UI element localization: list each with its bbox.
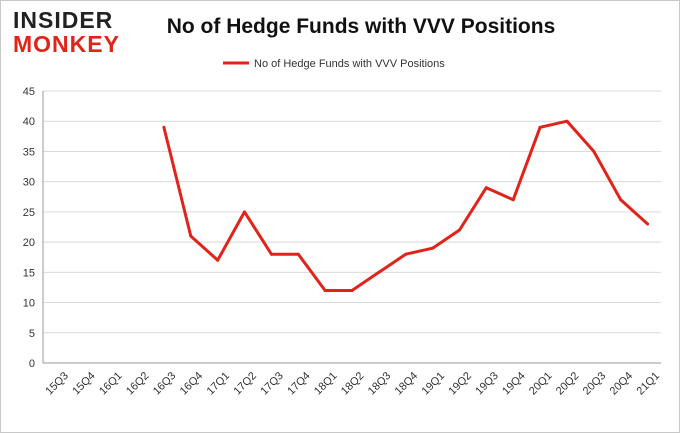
x-tick-label: 18Q3	[366, 370, 394, 398]
axes	[42, 91, 661, 364]
data-point	[323, 288, 327, 292]
y-axis-ticks: 0 5 10 15 20 25 30 35 40 45	[23, 86, 35, 370]
data-point	[216, 258, 220, 262]
data-point	[296, 252, 300, 256]
x-tick-label: 16Q2	[124, 370, 152, 398]
legend: No of Hedge Funds with VVV Positions	[223, 58, 445, 70]
logo-line-2: MONKEY	[13, 31, 120, 57]
y-tick-label: 40	[23, 116, 35, 128]
data-point	[162, 125, 166, 129]
y-tick-label: 15	[23, 267, 35, 279]
y-tick-label: 25	[23, 207, 35, 219]
data-point	[350, 288, 354, 292]
x-tick-label: 15Q3	[43, 370, 71, 398]
x-tick-label: 17Q4	[285, 370, 313, 398]
data-point	[565, 119, 569, 123]
data-point	[189, 234, 193, 238]
x-tick-label: 15Q4	[70, 370, 98, 398]
x-tick-label: 18Q4	[393, 370, 421, 398]
data-point	[377, 270, 381, 274]
y-tick-label: 35	[23, 146, 35, 158]
y-tick-label: 0	[29, 358, 35, 370]
data-point	[592, 149, 596, 153]
data-point	[538, 125, 542, 129]
x-axis-ticks: 15Q3 15Q4 16Q1 16Q2 16Q3 16Q4 17Q1 17Q2 17Q3 17Q4…	[43, 370, 662, 398]
insider-monkey-logo: INSIDER MONKEY	[13, 9, 129, 57]
y-tick-label: 45	[23, 86, 35, 98]
chart-title: No of Hedge Funds with VVV Positions	[166, 15, 556, 38]
series-layer	[162, 119, 650, 292]
y-tick-label: 10	[23, 298, 35, 310]
y-tick-label: 20	[23, 237, 35, 249]
legend-label: No of Hedge Funds with VVV Positions	[254, 58, 445, 70]
x-tick-label: 16Q3	[151, 370, 179, 398]
data-point	[457, 228, 461, 232]
x-tick-label: 18Q1	[312, 370, 340, 398]
x-tick-label: 20Q3	[581, 370, 609, 398]
data-point	[619, 198, 623, 202]
data-point	[484, 186, 488, 190]
x-tick-label: 16Q1	[97, 370, 125, 398]
x-tick-label: 20Q2	[554, 370, 582, 398]
grid-lines	[43, 90, 661, 364]
data-point	[511, 198, 515, 202]
x-tick-label: 17Q1	[205, 370, 233, 398]
logo-line-1: INSIDER	[13, 7, 114, 33]
data-point	[243, 210, 247, 214]
data-point	[269, 252, 273, 256]
x-tick-label: 19Q1	[420, 370, 448, 398]
x-tick-label: 20Q4	[608, 370, 636, 398]
x-tick-label: 17Q2	[231, 370, 259, 398]
x-tick-label: 18Q2	[339, 370, 367, 398]
y-tick-label: 30	[23, 177, 35, 189]
x-tick-label: 20Q1	[527, 370, 555, 398]
series-line	[162, 119, 649, 292]
data-point	[404, 252, 408, 256]
x-tick-label: 19Q2	[446, 370, 474, 398]
x-tick-label: 16Q4	[178, 370, 206, 398]
x-tick-label: 19Q4	[500, 370, 528, 398]
data-point	[431, 246, 435, 250]
x-tick-label: 17Q3	[258, 370, 286, 398]
x-tick-label: 21Q1	[635, 370, 663, 398]
data-point	[646, 222, 650, 226]
y-tick-label: 5	[29, 328, 35, 340]
x-tick-label: 19Q3	[473, 370, 501, 398]
